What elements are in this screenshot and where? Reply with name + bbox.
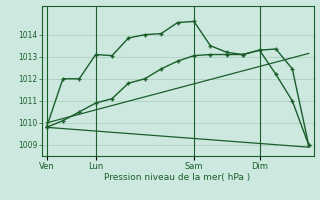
X-axis label: Pression niveau de la mer( hPa ): Pression niveau de la mer( hPa ) <box>104 173 251 182</box>
